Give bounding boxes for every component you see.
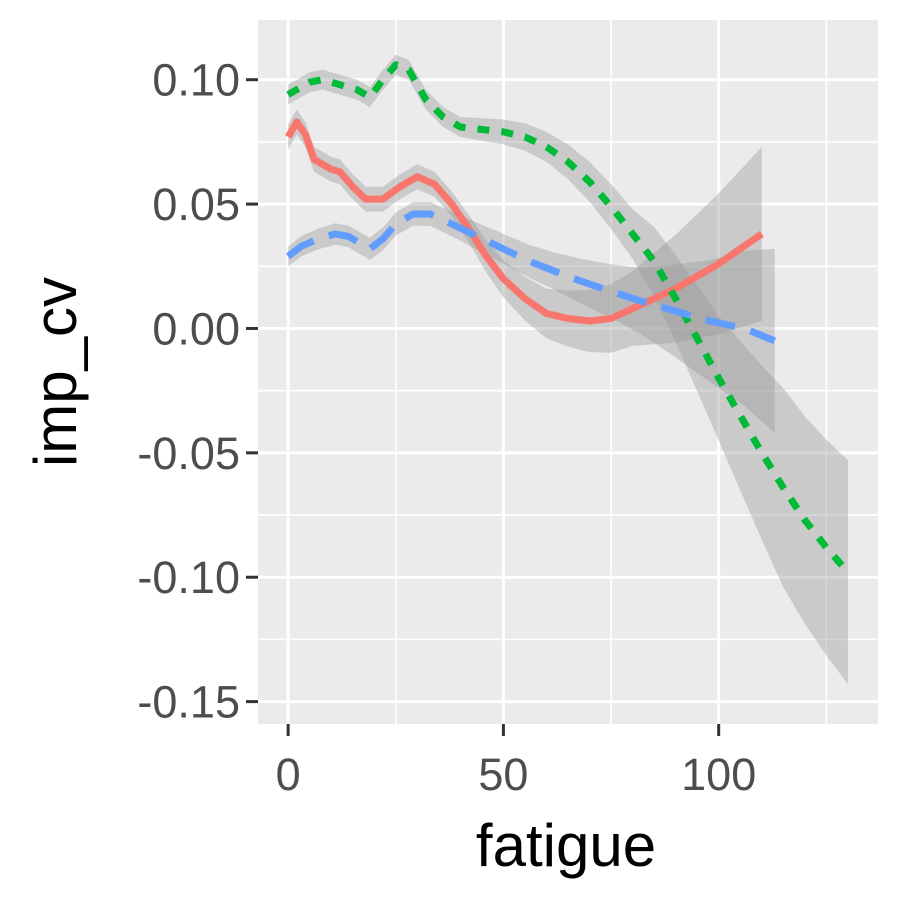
y-tick-label: -0.15 — [137, 677, 240, 728]
confidence-ribbons — [288, 54, 848, 685]
ribbon-series-3 — [288, 202, 775, 433]
line-series-3 — [285, 210, 777, 345]
x-tick-label: 50 — [478, 749, 528, 800]
y-tick-label: 0.05 — [152, 179, 240, 230]
x-axis-title: fatigue — [476, 812, 656, 879]
line-series-2 — [286, 61, 851, 575]
y-axis-title: imp_cv — [22, 277, 89, 467]
grid-minor — [258, 20, 878, 724]
ribbon-series-2 — [288, 54, 848, 685]
smooth-lines — [285, 61, 851, 575]
x-axis-ticks: 0 50 100 — [276, 724, 756, 800]
x-tick-label: 0 — [276, 749, 301, 800]
x-tick-label: 100 — [681, 749, 756, 800]
y-tick-label: -0.10 — [137, 552, 240, 603]
ribbon-series-1 — [288, 109, 762, 353]
y-tick-label: -0.05 — [137, 428, 240, 479]
y-tick-label: 0.10 — [152, 55, 240, 106]
grid-major — [258, 20, 878, 724]
plot-panel — [258, 20, 878, 724]
y-axis-ticks: 0.10 0.05 0.00 -0.05 -0.10 -0.15 — [137, 55, 258, 728]
y-tick-label: 0.00 — [152, 303, 240, 354]
